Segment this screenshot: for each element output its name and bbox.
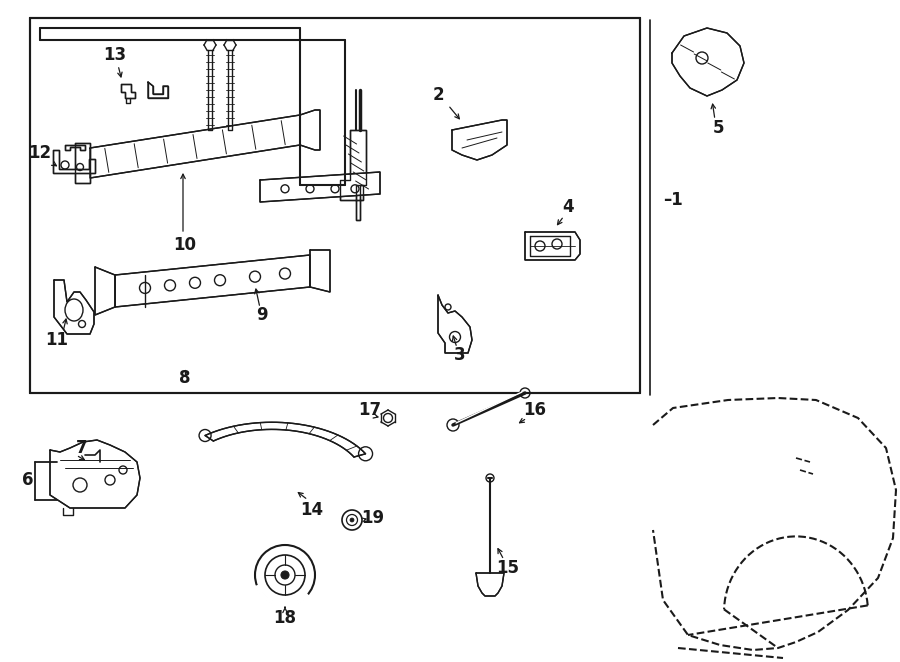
Text: 2: 2 <box>432 86 444 104</box>
Polygon shape <box>115 255 310 307</box>
Text: 5: 5 <box>712 119 724 137</box>
Text: 12: 12 <box>29 144 51 162</box>
Polygon shape <box>54 280 94 334</box>
Polygon shape <box>95 267 115 315</box>
Text: 8: 8 <box>179 369 191 387</box>
Text: 7: 7 <box>76 439 88 457</box>
Text: 19: 19 <box>362 509 384 527</box>
Polygon shape <box>30 18 640 393</box>
Polygon shape <box>65 145 85 150</box>
Polygon shape <box>438 295 472 353</box>
Circle shape <box>281 571 289 579</box>
Text: 18: 18 <box>274 609 296 627</box>
Polygon shape <box>452 120 507 160</box>
Text: 16: 16 <box>524 401 546 419</box>
Ellipse shape <box>65 299 83 321</box>
Text: 13: 13 <box>104 46 127 64</box>
Text: 3: 3 <box>454 346 466 364</box>
Text: 4: 4 <box>562 198 574 216</box>
Text: 17: 17 <box>358 401 382 419</box>
Text: 6: 6 <box>22 471 34 489</box>
Text: 14: 14 <box>301 501 324 519</box>
Text: 9: 9 <box>256 306 268 324</box>
Polygon shape <box>476 573 504 596</box>
Polygon shape <box>75 143 90 183</box>
Polygon shape <box>300 110 320 150</box>
Polygon shape <box>53 150 95 173</box>
Polygon shape <box>148 82 168 98</box>
Text: –1: –1 <box>663 191 683 209</box>
Polygon shape <box>205 422 365 457</box>
Polygon shape <box>525 232 580 260</box>
Polygon shape <box>310 250 330 292</box>
Polygon shape <box>90 115 300 178</box>
Text: 10: 10 <box>174 236 196 254</box>
Text: 15: 15 <box>497 559 519 577</box>
Polygon shape <box>121 84 135 98</box>
Text: 11: 11 <box>46 331 68 349</box>
Polygon shape <box>340 130 366 220</box>
Polygon shape <box>40 28 345 185</box>
Circle shape <box>255 545 315 605</box>
Polygon shape <box>50 440 140 508</box>
Polygon shape <box>672 28 744 96</box>
Circle shape <box>342 510 362 530</box>
Polygon shape <box>260 172 380 202</box>
Circle shape <box>350 518 354 522</box>
